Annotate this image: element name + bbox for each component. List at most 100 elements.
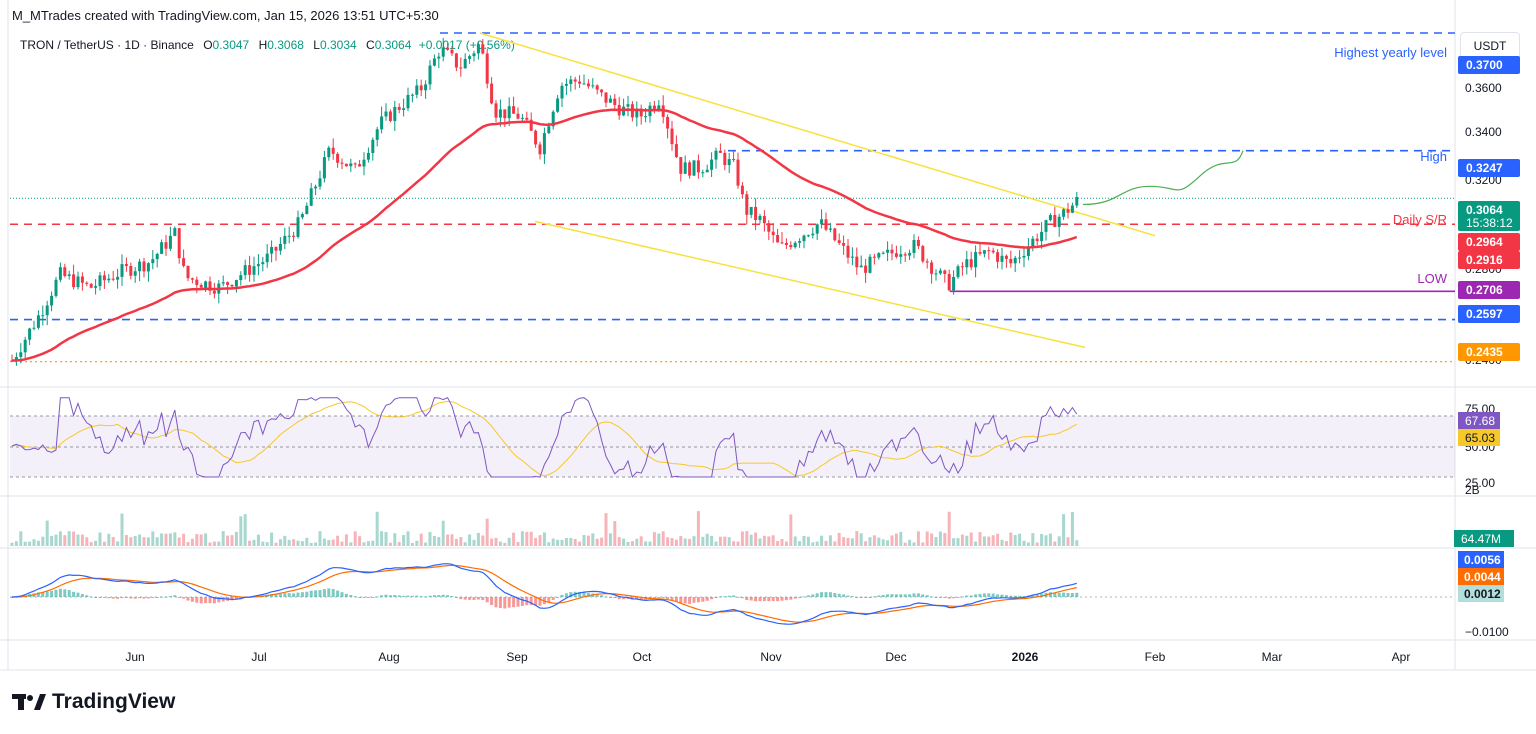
candle (560, 85, 564, 99)
candle (701, 172, 705, 174)
macd-histogram-bar (824, 592, 828, 597)
macd-histogram-bar (1031, 594, 1035, 597)
candle (428, 65, 432, 85)
time-axis-label: Aug (378, 650, 399, 664)
candle (652, 105, 656, 110)
volume-bar (934, 537, 938, 546)
currency-button[interactable]: USDT (1460, 32, 1520, 60)
volume-bar (358, 536, 362, 546)
macd-histogram-bar (850, 596, 854, 598)
macd-histogram-bar (76, 592, 80, 597)
macd-histogram-bar (1062, 592, 1066, 597)
candle (1022, 255, 1026, 258)
volume-bar (710, 535, 714, 546)
volume-bar (67, 531, 71, 546)
macd-histogram-bar (912, 593, 916, 597)
candle (41, 315, 45, 317)
candle (349, 163, 353, 167)
macd-histogram-bar (688, 597, 692, 604)
candle (538, 144, 542, 155)
candle (296, 217, 300, 237)
candle (1053, 215, 1057, 227)
candle (969, 259, 973, 268)
candle (591, 85, 595, 87)
volume-bar (771, 535, 775, 546)
volume-bar (908, 539, 912, 546)
volume-bar (133, 536, 137, 546)
volume-bar (991, 535, 995, 546)
macd-histogram-bar (270, 593, 274, 597)
candle (674, 144, 678, 158)
candle (160, 242, 164, 254)
volume-bar (1000, 539, 1004, 546)
volume-bar (881, 539, 885, 546)
candle (419, 85, 423, 91)
volume-bar (850, 538, 854, 546)
macd-histogram-bar (564, 593, 568, 597)
candle (600, 89, 604, 93)
macd-histogram-bar (120, 597, 124, 599)
macd-histogram-bar (789, 597, 793, 600)
candle (371, 139, 375, 153)
volume-bar (437, 537, 441, 546)
macd-histogram-bar (569, 592, 573, 597)
macd-histogram-bar (837, 593, 841, 597)
macd-histogram-bar (1035, 594, 1039, 597)
candle (287, 235, 291, 237)
volume-bar (428, 532, 432, 546)
volume-bar (239, 516, 243, 546)
candle (274, 247, 278, 251)
macd-histogram-bar (846, 595, 850, 597)
macd-histogram-bar (296, 592, 300, 597)
candle (745, 194, 749, 215)
price-badge-label: 0.3064 (1466, 203, 1503, 217)
macd-histogram-bar (696, 597, 700, 603)
tradingview-logo[interactable]: TradingView (12, 690, 175, 714)
volume-bar (727, 537, 731, 546)
volume-bar (630, 541, 634, 546)
candle (758, 216, 762, 220)
volume-bar (864, 541, 868, 546)
macd-histogram-bar (208, 597, 212, 604)
candle (872, 256, 876, 258)
volume-bar (820, 535, 824, 546)
volume-bar (384, 532, 388, 546)
volume-bar (204, 533, 208, 546)
volume-bar (10, 542, 14, 546)
rsi-line (11, 397, 1078, 479)
candle (120, 264, 124, 277)
macd-histogram-bar (727, 595, 731, 597)
candle (1009, 258, 1013, 264)
volume-bar (415, 540, 419, 546)
macd-histogram-bar (894, 594, 898, 597)
candle (388, 111, 392, 121)
macd-histogram-bar (318, 590, 322, 597)
macd-histogram-bar (1004, 595, 1008, 597)
macd-histogram-bar (833, 592, 837, 597)
volume-bar (309, 542, 313, 546)
close-value: 0.3064 (374, 38, 412, 52)
candle (19, 352, 23, 358)
volume-bar (14, 541, 18, 546)
macd-histogram-bar (393, 594, 397, 597)
candle (1048, 215, 1052, 221)
volume-bar (714, 541, 718, 546)
candle (437, 56, 441, 59)
volume-bar (644, 541, 648, 546)
macd-histogram-bar (578, 591, 582, 597)
candle (710, 159, 714, 170)
volume-bar (512, 532, 516, 546)
macd-histogram-bar (507, 597, 511, 608)
macd-histogram-bar (45, 591, 49, 597)
volume-bar (1062, 514, 1066, 546)
volume-bar (776, 541, 780, 546)
volume-bar (736, 541, 740, 546)
macd-histogram-bar (657, 597, 661, 598)
volume-bar (410, 542, 414, 546)
volume-bar (80, 534, 84, 546)
volume-bar (446, 534, 450, 546)
candle (1062, 209, 1066, 217)
candle (978, 252, 982, 254)
volume-bar (76, 534, 80, 546)
